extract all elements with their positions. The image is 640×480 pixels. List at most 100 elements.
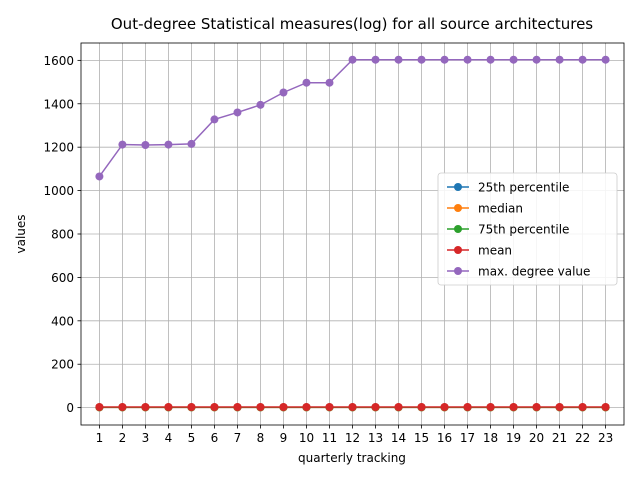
data-point [325,78,334,87]
series-group [95,55,610,412]
data-point [394,55,403,64]
x-tick-label: 19 [506,431,521,445]
data-point [233,108,242,117]
x-tick-label: 11 [322,431,337,445]
y-tick-label: 1600 [43,54,74,68]
data-point [279,402,288,411]
data-point [95,172,104,181]
y-tick-label: 1400 [43,97,74,111]
chart-title: Out-degree Statistical measures(log) for… [111,15,593,33]
data-point [325,402,334,411]
data-point [578,402,587,411]
x-tick-label: 5 [188,431,196,445]
legend-item: median [447,202,523,216]
legend-box [437,172,618,286]
x-tick-label: 3 [142,431,150,445]
data-point [233,402,242,411]
x-tick-label: 12 [345,431,360,445]
data-point [417,55,426,64]
series-mean [95,402,610,411]
legend-item: mean [447,244,512,258]
data-point [555,55,564,64]
data-point [486,55,495,64]
data-point [440,402,449,411]
data-point [371,402,380,411]
x-tick-label: 6 [211,431,219,445]
data-point [394,402,403,411]
x-axis-label: quarterly tracking [298,451,406,465]
data-point [164,140,173,149]
legend-item: max. degree value [447,265,590,279]
data-point [302,78,311,87]
data-point [463,402,472,411]
data-point [463,55,472,64]
data-point [555,402,564,411]
x-tick-label: 21 [552,431,567,445]
x-tick-label: 13 [368,431,383,445]
x-tick-label: 22 [575,431,590,445]
data-point [440,55,449,64]
legend-label: median [478,202,523,216]
data-point [601,402,610,411]
data-point [371,55,380,64]
data-point [348,402,357,411]
data-point [486,402,495,411]
data-point [302,402,311,411]
x-tick-label: 7 [234,431,242,445]
data-point [141,402,150,411]
data-point [210,115,219,124]
x-tick-label: 2 [119,431,127,445]
legend-label: 75th percentile [478,223,569,237]
x-tick-label: 18 [483,431,498,445]
data-point [532,55,541,64]
data-point [578,55,587,64]
data-point [601,55,610,64]
legend-item: 75th percentile [447,223,569,237]
x-tick-label: 16 [437,431,452,445]
data-point [187,402,196,411]
data-point [141,141,150,150]
legend-label: max. degree value [478,265,590,279]
legend-marker [454,225,462,233]
y-tick-label: 800 [51,228,74,242]
data-point [118,402,127,411]
data-point [187,139,196,148]
legend-marker [454,267,462,275]
legend-marker [454,246,462,254]
x-tick-label: 4 [165,431,173,445]
y-tick-label: 200 [51,358,74,372]
x-tick-label: 9 [280,431,288,445]
data-point [256,100,265,109]
series-max-degree-value [95,55,610,181]
data-point [348,55,357,64]
legend-marker [454,204,462,212]
data-point [164,402,173,411]
y-tick-label: 0 [66,401,74,415]
plot-frame [80,42,625,426]
data-point [509,55,518,64]
y-tick-label: 400 [51,314,74,328]
x-tick-label: 17 [460,431,475,445]
ticks: 1 2 3 4 5 6 7 8 9 10 11 12 13 14 15 16 17 18 19 20 21 22 23020… [43,54,613,445]
x-tick-label: 14 [391,431,406,445]
data-point [118,140,127,149]
x-tick-label: 20 [529,431,544,445]
legend-marker [454,183,462,191]
x-tick-label: 23 [598,431,613,445]
y-axis-label: values [14,214,28,253]
data-point [417,402,426,411]
y-tick-label: 1200 [43,141,74,155]
x-tick-label: 15 [414,431,429,445]
legend-label: mean [478,244,512,258]
data-point [509,402,518,411]
data-point [210,402,219,411]
x-tick-label: 10 [299,431,314,445]
data-point [256,402,265,411]
data-point [279,88,288,97]
legend-label: 25th percentile [478,181,569,195]
legend-item: 25th percentile [447,181,569,195]
x-tick-label: 8 [257,431,265,445]
y-tick-label: 1000 [43,184,74,198]
data-point [95,402,104,411]
